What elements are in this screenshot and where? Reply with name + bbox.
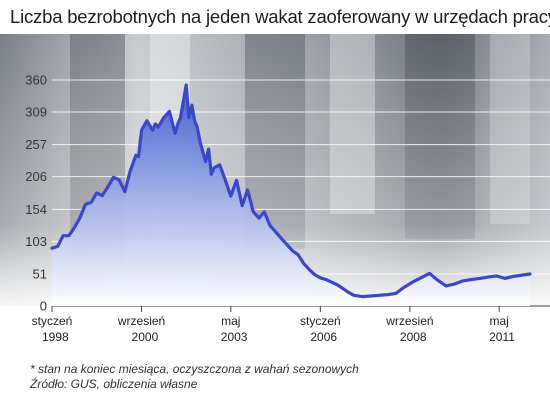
footnote: * stan na koniec miesiąca, oczyszczona z… [30, 362, 359, 376]
y-tick-label: 257 [25, 137, 47, 152]
x-tick-label-year: 1998 [42, 330, 69, 344]
x-tick-label-year: 2000 [132, 330, 159, 344]
x-tick-label-year: 2006 [310, 330, 337, 344]
area-chart: 0 51 103 154 206 257 309 360 styczeń 1998 wrzesie… [0, 34, 550, 344]
x-tick-label-month: wrzesień [117, 314, 165, 328]
y-tick-label: 206 [25, 169, 47, 184]
x-tick-label-year: 2011 [489, 330, 515, 344]
x-tick-label-month: styczeń [32, 314, 73, 328]
y-tick-label: 51 [33, 266, 47, 281]
x-tick-label-year: 2003 [221, 330, 248, 344]
y-tick-label: 309 [25, 105, 47, 120]
y-tick-label: 360 [25, 73, 47, 88]
footnote-block: * stan na koniec miesiąca, oczyszczona z… [30, 362, 359, 392]
x-axis: styczeń 1998 wrzesień 2000 maj 2003 styczeń 200… [32, 306, 515, 344]
chart-area: 0 51 103 154 206 257 309 360 styczeń 1998 wrzesie… [0, 34, 550, 356]
x-tick-label-month: maj [221, 314, 240, 328]
series-line [50, 83, 532, 299]
y-axis: 0 51 103 154 206 257 309 360 [25, 73, 47, 314]
x-tick-label-month: styczeń [300, 314, 341, 328]
x-tick-label-month: wrzesień [385, 314, 433, 328]
x-tick-label-month: maj [489, 314, 508, 328]
source-note: Źródło: GUS, obliczenia własne [30, 377, 198, 391]
y-tick-label: 0 [40, 299, 47, 314]
chart-title: Liczba bezrobotnych na jeden wakat zaofe… [10, 6, 550, 27]
area-fill [52, 85, 530, 306]
y-tick-label: 103 [25, 234, 47, 249]
y-tick-label: 154 [25, 202, 47, 217]
x-tick-label-year: 2008 [400, 330, 427, 344]
